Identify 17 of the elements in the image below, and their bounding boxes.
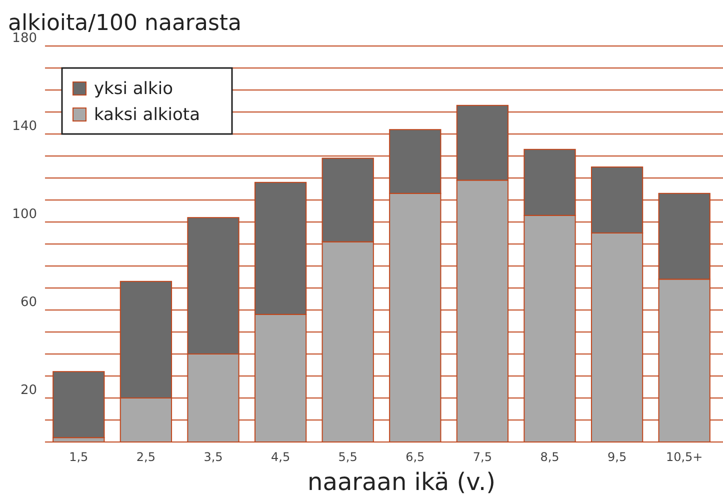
x-tick-label: 5,5 [338,450,358,464]
x-tick-label: 3,5 [204,450,223,464]
x-axis-title: naaraan ikä (v.) [308,468,496,496]
x-tick-label: 9,5 [608,450,627,464]
x-tick-label: 4,5 [271,450,290,464]
x-tick-label: 2,5 [136,450,156,464]
y-tick-label: 60 [20,295,37,310]
x-tick-label: 6,5 [406,450,425,464]
y-tick-label: 140 [12,119,37,134]
y-tick-label: 100 [12,207,37,222]
x-tick-label: 10,5+ [666,450,703,464]
y-tick-label: 20 [20,383,37,398]
x-tick-label: 7,5 [472,450,492,464]
legend-label: kaksi alkiota [94,105,200,125]
x-tick-label: 8,5 [540,450,560,464]
x-tick-label: 1,5 [69,450,88,464]
legend-label: yksi alkio [94,79,173,99]
